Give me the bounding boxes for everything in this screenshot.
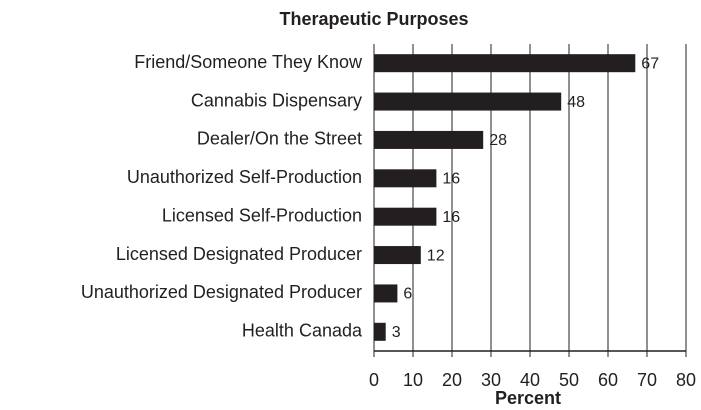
y-tick-label: Cannabis Dispensary: [191, 90, 362, 110]
x-tick-label: 30: [481, 370, 501, 390]
x-tick-label: 10: [403, 370, 423, 390]
bar: [374, 207, 437, 226]
y-tick-label: Dealer/On the Street: [197, 129, 362, 149]
x-tick-label: 80: [676, 370, 696, 390]
y-tick-label: Friend/Someone They Know: [134, 52, 363, 72]
y-tick-label: Unauthorized Self-Production: [127, 167, 362, 187]
x-tick-label: 20: [442, 370, 462, 390]
x-tick-label: 70: [637, 370, 657, 390]
value-label: 28: [489, 132, 507, 149]
bar: [374, 246, 421, 265]
chart-title: Therapeutic Purposes: [279, 9, 468, 29]
y-tick-label: Licensed Designated Producer: [116, 244, 362, 264]
y-tick-label: Unauthorized Designated Producer: [81, 282, 362, 302]
value-label: 12: [427, 247, 445, 264]
x-tick-label: 40: [520, 370, 540, 390]
value-label: 6: [403, 286, 412, 303]
y-tick-label: Licensed Self-Production: [162, 205, 362, 225]
x-tick-label: 0: [369, 370, 379, 390]
value-label: 16: [442, 209, 460, 226]
bar: [374, 54, 636, 73]
value-label: 48: [567, 94, 585, 111]
x-tick-label: 60: [598, 370, 618, 390]
bar: [374, 92, 562, 111]
value-label: 3: [392, 324, 401, 341]
bar: [374, 130, 484, 149]
value-label: 67: [641, 55, 659, 72]
y-tick-label: Health Canada: [242, 321, 363, 341]
x-axis-label: Percent: [495, 388, 561, 408]
value-label: 16: [442, 171, 460, 188]
x-tick-label: 50: [559, 370, 579, 390]
bar: [374, 322, 386, 341]
bar: [374, 169, 437, 188]
bar: [374, 284, 398, 303]
